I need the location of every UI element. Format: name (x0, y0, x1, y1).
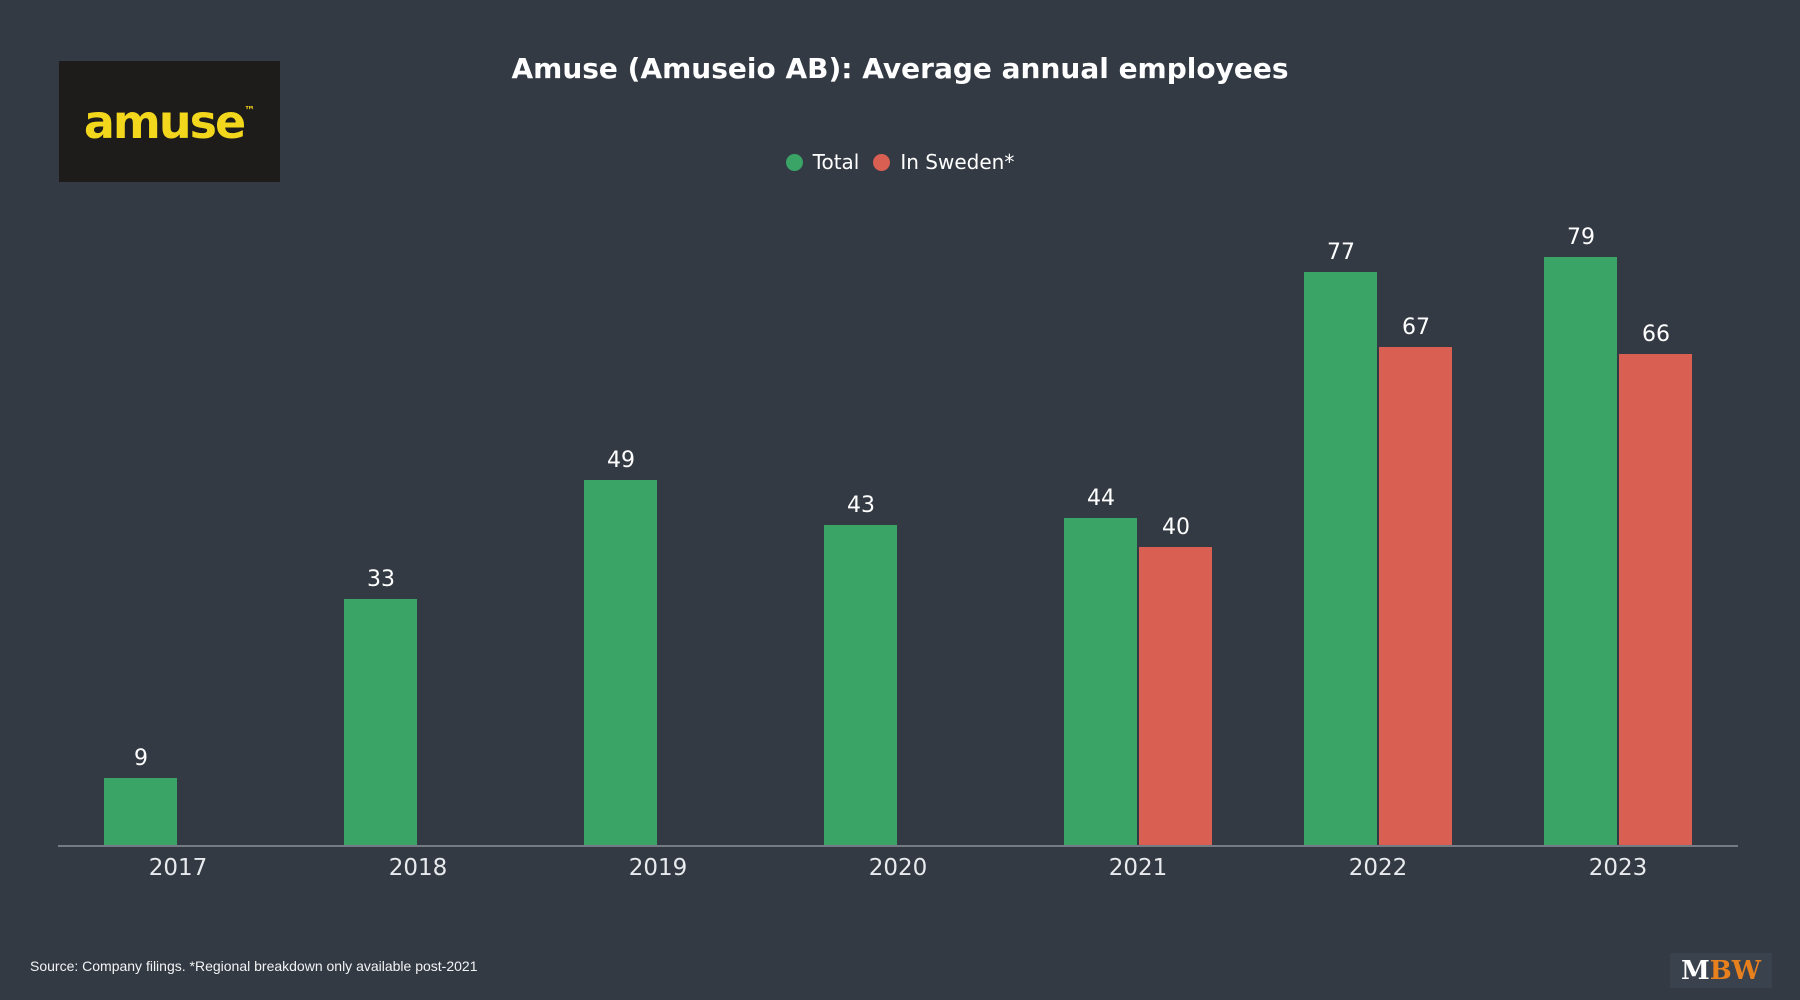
bar-value-label: 66 (1642, 322, 1670, 347)
plot-area: 2017 9 2018 33 2019 49 2020 43 2021 44 40 2022 77 67 2… (58, 180, 1738, 881)
amuse-logo-text: amuse™ (84, 99, 255, 145)
mbw-logo: M BW (1670, 953, 1772, 988)
x-tick-label-2018: 2018 (388, 855, 448, 881)
legend-label: In Sweden* (900, 150, 1015, 174)
bar-in-sweden-2023 (1619, 354, 1692, 845)
bar-value-label: 77 (1327, 240, 1355, 265)
x-tick-label-2021: 2021 (1108, 855, 1168, 881)
bar-value-label: 9 (134, 746, 148, 771)
bar-total-2022 (1304, 272, 1377, 845)
mbw-logo-bw: BW (1709, 955, 1761, 986)
source-note: Source: Company filings. *Regional break… (30, 958, 478, 974)
bar-total-2021 (1064, 518, 1137, 845)
x-tick-label-2023: 2023 (1588, 855, 1648, 881)
legend-label: Total (812, 150, 860, 174)
bar-total-2023 (1544, 257, 1617, 845)
x-tick-label-2017: 2017 (148, 855, 208, 881)
x-tick-label-2022: 2022 (1348, 855, 1408, 881)
amuse-logo-word: amuse (83, 94, 246, 149)
bar-value-label: 79 (1567, 225, 1595, 250)
amuse-logo: amuse™ (59, 61, 280, 182)
legend: Total In Sweden* (0, 150, 1800, 174)
legend-item-total: Total (785, 150, 860, 174)
mbw-logo-m: M (1681, 955, 1710, 986)
legend-dot-icon (785, 153, 803, 171)
bar-in-sweden-2021 (1139, 547, 1212, 845)
bar-total-2020 (824, 525, 897, 845)
bar-value-label: 49 (607, 448, 635, 473)
bar-value-label: 44 (1087, 486, 1115, 511)
trademark-symbol: ™ (244, 103, 256, 117)
chart-title: Amuse (Amuseio AB): Average annual emplo… (511, 52, 1289, 85)
bar-total-2017 (104, 778, 177, 845)
bar-value-label: 33 (367, 567, 395, 592)
legend-item-in-sweden: In Sweden* (873, 150, 1014, 174)
bar-value-label: 40 (1162, 515, 1190, 540)
bar-in-sweden-2022 (1379, 347, 1452, 845)
x-tick-label-2020: 2020 (868, 855, 928, 881)
bar-value-label: 43 (847, 493, 875, 518)
legend-dot-icon (873, 153, 891, 171)
bar-total-2019 (584, 480, 657, 845)
x-tick-label-2019: 2019 (628, 855, 688, 881)
bar-total-2018 (344, 599, 417, 845)
bar-value-label: 67 (1402, 315, 1430, 340)
